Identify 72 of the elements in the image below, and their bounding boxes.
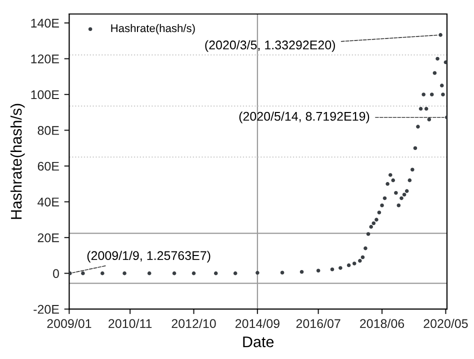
- x-tick-label: 2009/01: [47, 318, 92, 328]
- annotation: (2020/3/5, 1.33292E20): [205, 40, 335, 52]
- point: [404, 189, 409, 193]
- x-tick-label: 2010/11: [108, 318, 152, 328]
- x-tick-label: 2012/10: [172, 318, 216, 328]
- point: [408, 178, 412, 182]
- point: [422, 92, 426, 96]
- y-tick-label: -20E: [34, 304, 59, 314]
- point: [300, 270, 304, 274]
- x-tick-label: 2016/07: [296, 318, 340, 328]
- y-tick-label: 120E: [31, 54, 59, 64]
- point: [386, 182, 390, 186]
- point: [192, 271, 196, 276]
- point: [396, 203, 401, 208]
- x-tick-label: 2020/05: [424, 318, 468, 328]
- point: [100, 271, 104, 276]
- point: [427, 118, 432, 122]
- point: [402, 192, 406, 197]
- point: [372, 221, 376, 226]
- point: [214, 271, 218, 276]
- point: [330, 267, 334, 272]
- y-tick-label: 20E: [38, 233, 59, 242]
- point: [233, 271, 238, 276]
- point: [122, 271, 126, 276]
- x-tick-label: 2018/06: [360, 318, 404, 328]
- point: [436, 56, 440, 61]
- point: [416, 124, 420, 129]
- point: [358, 258, 362, 263]
- point: [432, 71, 437, 75]
- point: [360, 255, 365, 260]
- y-tick-label: 40E: [38, 198, 59, 206]
- point: [382, 196, 387, 200]
- x-axis-title: Date: [243, 336, 274, 348]
- point: [81, 271, 85, 276]
- point: [400, 196, 404, 200]
- point: [418, 106, 423, 111]
- point: [364, 246, 368, 250]
- point: [438, 33, 442, 37]
- point: [380, 203, 384, 208]
- legend-label: Hashrate(hash/s): [111, 24, 195, 34]
- point: [147, 271, 152, 276]
- point: [338, 266, 342, 270]
- y-axis-title: Hashrate(hash/s): [10, 104, 25, 219]
- x-tick-label: 2014/09: [235, 318, 280, 328]
- point: [424, 106, 428, 111]
- annotation: (2009/1/9, 1.25763E7): [87, 250, 210, 262]
- point: [377, 210, 382, 214]
- y-tick-label: 80E: [38, 126, 59, 135]
- point: [280, 270, 284, 275]
- point: [256, 270, 260, 275]
- point: [374, 218, 378, 222]
- point: [440, 84, 444, 88]
- point: [172, 271, 176, 276]
- point: [352, 262, 356, 266]
- point: [410, 168, 414, 172]
- point: [441, 92, 445, 96]
- point: [444, 60, 447, 64]
- y-tick-label: 140E: [31, 18, 59, 28]
- point: [366, 232, 370, 236]
- point: [413, 146, 418, 150]
- point: [346, 263, 351, 268]
- point: [391, 178, 396, 182]
- point: [394, 190, 398, 195]
- annotation: (2020/5/14, 8.7192E19): [239, 112, 370, 124]
- point: [388, 173, 392, 177]
- point: [369, 224, 373, 229]
- point: [69, 271, 72, 276]
- y-tick-label: 60E: [38, 162, 59, 171]
- point: [316, 268, 320, 273]
- point: [430, 92, 434, 96]
- y-tick-label: 0: [53, 269, 59, 278]
- y-tick-label: 100E: [31, 90, 59, 100]
